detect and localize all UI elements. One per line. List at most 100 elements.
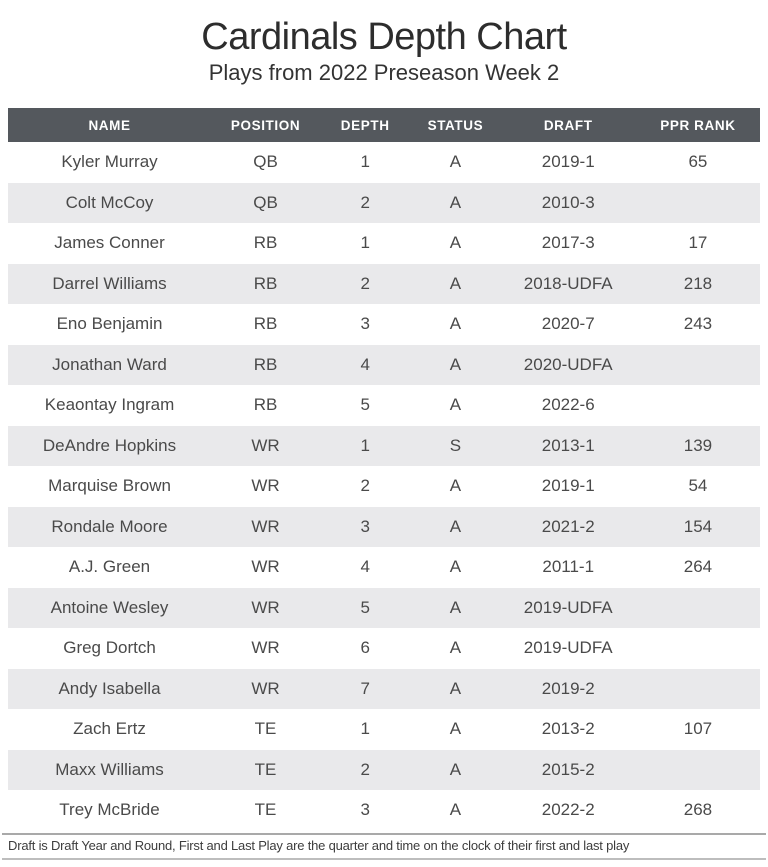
cell-status: A	[449, 516, 462, 536]
cell-status: A	[449, 759, 462, 779]
cell-status: A	[449, 597, 462, 617]
cell-draft: 2019-1	[541, 476, 595, 496]
cell-status: A	[449, 192, 462, 212]
cell-draft: 2022-6	[541, 395, 595, 415]
cell-depth: 5	[360, 597, 370, 617]
table-row: Darrel Williams RB 2 A 2018-UDFA 218	[8, 263, 760, 304]
cell-depth: 1	[360, 233, 370, 253]
cell-draft: 2022-2	[541, 800, 595, 820]
cell-status: A	[449, 273, 462, 293]
cell-ppr-rank: 218	[683, 273, 713, 293]
cell-ppr-rank: 268	[683, 800, 713, 820]
column-header-depth: DEPTH	[340, 117, 390, 133]
table-header-row: NAME POSITION DEPTH STATUS DRAFT PPR RAN…	[8, 108, 760, 142]
cell-position: TE	[254, 719, 277, 739]
cell-name: Andy Isabella	[58, 678, 161, 698]
cell-status: A	[449, 395, 462, 415]
cell-status: A	[449, 233, 462, 253]
cell-draft: 2011-1	[542, 557, 595, 577]
cell-position: RB	[253, 314, 278, 334]
cell-name: Trey McBride	[59, 800, 160, 820]
table-row: Kyler Murray QB 1 A 2019-1 65	[8, 142, 760, 183]
cell-position: WR	[251, 678, 280, 698]
table-row: DeAndre Hopkins WR 1 S 2013-1 139	[8, 425, 760, 466]
table-row: Rondale Moore WR 3 A 2021-2 154	[8, 506, 760, 547]
cell-position: WR	[251, 435, 280, 455]
cell-name: Zach Ertz	[73, 719, 146, 739]
cell-position: RB	[253, 273, 278, 293]
table-row: A.J. Green WR 4 A 2011-1 264	[8, 547, 760, 588]
cell-name: Darrel Williams	[52, 273, 167, 293]
cell-draft: 2020-7	[541, 314, 595, 334]
cell-depth: 7	[360, 678, 370, 698]
cell-name: Kyler Murray	[61, 152, 158, 172]
cell-depth: 5	[360, 395, 370, 415]
cell-status: A	[449, 678, 462, 698]
cell-draft: 2013-1	[541, 435, 595, 455]
cell-depth: 1	[360, 719, 370, 739]
cell-position: WR	[251, 638, 280, 658]
cell-position: WR	[251, 597, 280, 617]
table-row: Keaontay Ingram RB 5 A 2022-6	[8, 385, 760, 426]
cell-position: RB	[253, 233, 278, 253]
cell-ppr-rank: 107	[683, 719, 713, 739]
table-row: Antoine Wesley WR 5 A 2019-UDFA	[8, 587, 760, 628]
cell-depth: 2	[360, 759, 370, 779]
cell-depth: 3	[360, 800, 370, 820]
cell-status: A	[449, 476, 462, 496]
column-header-draft: DRAFT	[543, 117, 593, 133]
cell-status: A	[449, 354, 462, 374]
cell-name: Colt McCoy	[65, 192, 154, 212]
cell-depth: 1	[360, 435, 370, 455]
cell-draft: 2018-UDFA	[523, 273, 613, 293]
cell-ppr-rank: 264	[683, 557, 713, 577]
cell-draft: 2021-2	[541, 516, 595, 536]
cell-position: QB	[253, 192, 278, 212]
cell-depth: 1	[360, 152, 370, 172]
cell-name: Marquise Brown	[48, 476, 171, 496]
cell-status: A	[449, 152, 462, 172]
cell-status: A	[449, 638, 462, 658]
table-row: James Conner RB 1 A 2017-3 17	[8, 223, 760, 264]
cell-status: S	[449, 435, 462, 455]
cell-depth: 4	[360, 557, 370, 577]
table-row: Greg Dortch WR 6 A 2019-UDFA	[8, 628, 760, 669]
cell-draft: 2020-UDFA	[523, 354, 613, 374]
cell-position: TE	[254, 759, 277, 779]
cell-draft: 2019-1	[541, 152, 595, 172]
cell-draft: 2013-2	[541, 719, 595, 739]
cell-draft: 2019-2	[541, 678, 595, 698]
cell-position: WR	[251, 476, 280, 496]
cell-name: DeAndre Hopkins	[42, 435, 177, 455]
table-row: Colt McCoy QB 2 A 2010-3	[8, 182, 760, 223]
cell-name: Greg Dortch	[63, 638, 156, 658]
cell-depth: 2	[360, 192, 370, 212]
cell-position: RB	[253, 354, 278, 374]
page-subtitle: Plays from 2022 Preseason Week 2	[208, 60, 560, 85]
cell-ppr-rank: 54	[688, 476, 708, 496]
depth-chart-table: NAME POSITION DEPTH STATUS DRAFT PPR RAN…	[8, 108, 760, 831]
cell-status: A	[449, 557, 462, 577]
cell-draft: 2019-UDFA	[523, 638, 613, 658]
cell-depth: 2	[360, 273, 370, 293]
column-header-ppr-rank: PPR RANK	[660, 117, 736, 133]
cell-name: A.J. Green	[68, 557, 151, 577]
cell-position: RB	[253, 395, 278, 415]
cell-position: WR	[251, 557, 280, 577]
table-row: Andy Isabella WR 7 A 2019-2	[8, 668, 760, 709]
cell-status: A	[449, 314, 462, 334]
cell-depth: 4	[360, 354, 370, 374]
table-body: Kyler Murray QB 1 A 2019-1 65 Colt McCoy QB 2 A 20…	[8, 142, 760, 831]
table-row: Zach Ertz TE 1 A 2013-2 107	[8, 709, 760, 750]
table-row: Marquise Brown WR 2 A 2019-1 54	[8, 466, 760, 507]
cell-ppr-rank: 243	[683, 314, 713, 334]
cell-ppr-rank: 154	[683, 516, 713, 536]
table-row: Jonathan Ward RB 4 A 2020-UDFA	[8, 344, 760, 385]
column-header-status: STATUS	[427, 117, 484, 133]
cell-name: Maxx Williams	[55, 759, 164, 779]
cell-draft: 2017-3	[541, 233, 595, 253]
table-row: Eno Benjamin RB 3 A 2020-7 243	[8, 304, 760, 345]
cell-ppr-rank: 139	[683, 435, 713, 455]
cell-draft: 2019-UDFA	[523, 597, 613, 617]
